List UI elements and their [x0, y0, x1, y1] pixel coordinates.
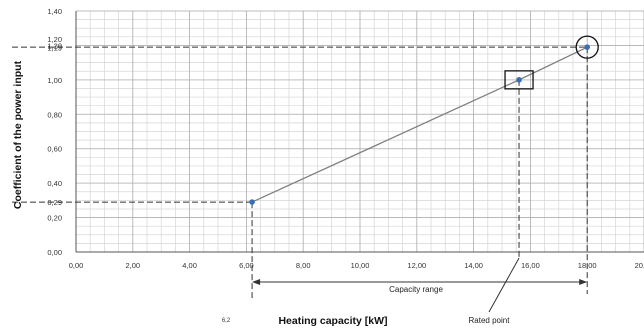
series [249, 35, 599, 205]
capacity-range-label: Capacity range [389, 285, 443, 294]
y-mark-high: 1,19 [47, 44, 62, 53]
rated-point-box [504, 70, 534, 90]
y-tick-label: 1,40 [47, 7, 62, 16]
x-tick-label: 6,00 [239, 261, 254, 270]
arrowhead-right [579, 279, 588, 285]
series-line [251, 46, 588, 203]
rated-point-pointer [488, 257, 520, 313]
data-point [584, 44, 590, 50]
y-tick-label: 0,40 [47, 179, 62, 188]
y-axis-title: Coefficient of the power input [12, 60, 24, 209]
x-mark-label: 6,2 [222, 318, 231, 324]
max-point-circle [575, 35, 599, 59]
y-tick-label: 0,60 [47, 145, 62, 154]
grid [75, 10, 644, 253]
x-axis-title: Heating capacity [kW] [278, 315, 387, 327]
axes [75, 11, 644, 253]
y-tick-label: 0,80 [47, 110, 62, 119]
y-tick-label: 0,00 [47, 248, 62, 257]
x-tick-label: 4,00 [182, 261, 197, 270]
x-tick-label: 16,00 [521, 261, 540, 270]
x-tick-label: 8,00 [296, 261, 311, 270]
y-mark-high-upper: 1,20 [47, 35, 62, 44]
data-point [249, 199, 255, 205]
x-tick-label: 20,00 [635, 261, 644, 270]
data-point [516, 77, 522, 83]
guide-lines [12, 46, 588, 313]
labels: 0,00 2,00 4,00 6,00 8,00 10,00 12,00 14,00 16,00… [47, 7, 644, 270]
y-mark-low: 0,29 [47, 198, 62, 207]
y-tick-label: 1,20 [47, 41, 62, 50]
x-tick-label: 12,00 [407, 261, 426, 270]
x-tick-label: 2,00 [125, 261, 140, 270]
x-tick-label: 10,00 [351, 261, 370, 270]
y-tick-label: 1,00 [47, 76, 62, 85]
y-tick-label: 0,20 [47, 214, 62, 223]
arrowhead-left [252, 279, 261, 285]
rated-point-label: Rated point [469, 316, 511, 325]
x-tick-label: 0,00 [69, 261, 84, 270]
x-tick-label: 14,00 [464, 261, 483, 270]
x-tick-label: 18,00 [578, 261, 597, 270]
